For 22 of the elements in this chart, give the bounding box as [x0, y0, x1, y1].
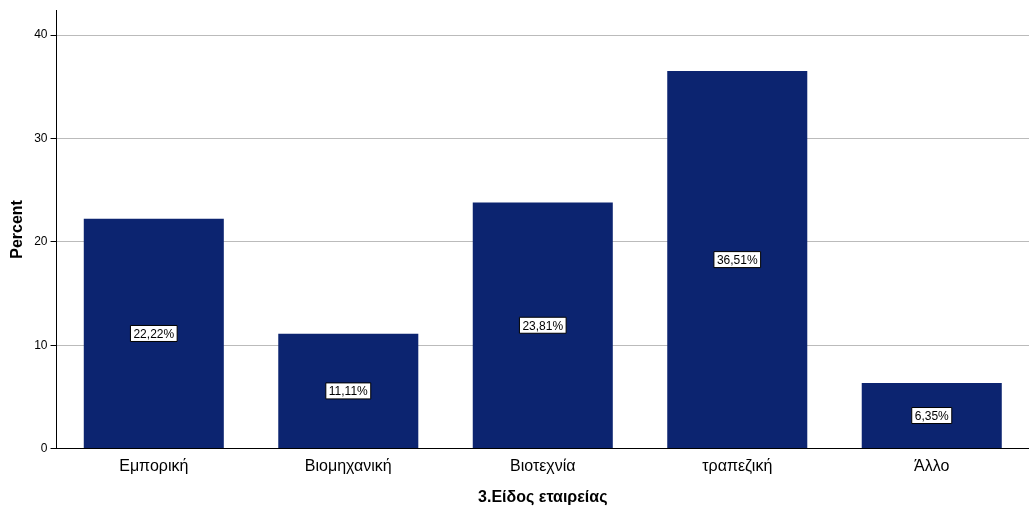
data-label: 22,22% [133, 326, 175, 341]
x-tick-label: Εμπορική [119, 456, 189, 474]
bar [83, 218, 224, 449]
data-label: 11,11% [328, 384, 369, 399]
bar [472, 202, 613, 449]
data-label: 36,51% [716, 252, 758, 267]
bar [667, 71, 808, 449]
data-label: 6,35% [914, 408, 950, 423]
x-tick-label: τραπεζική [702, 456, 773, 475]
x-axis-title: 3.Είδος εταιρείας [478, 487, 608, 506]
y-tick-label: 10 [34, 337, 48, 352]
x-tick-label: Άλλο [914, 456, 950, 474]
x-tick-label: Βιοτεχνία [509, 456, 576, 474]
y-tick-label: 20 [34, 234, 48, 249]
data-label: 23,81% [522, 318, 564, 333]
x-tick-label: Βιομηχανική [304, 456, 392, 474]
y-axis-title: Percent [8, 199, 26, 259]
bar [861, 382, 1002, 449]
y-tick-label: 40 [34, 27, 48, 42]
bar [278, 333, 419, 449]
y-tick-label: 0 [40, 440, 48, 455]
y-tick-label: 30 [34, 130, 48, 145]
